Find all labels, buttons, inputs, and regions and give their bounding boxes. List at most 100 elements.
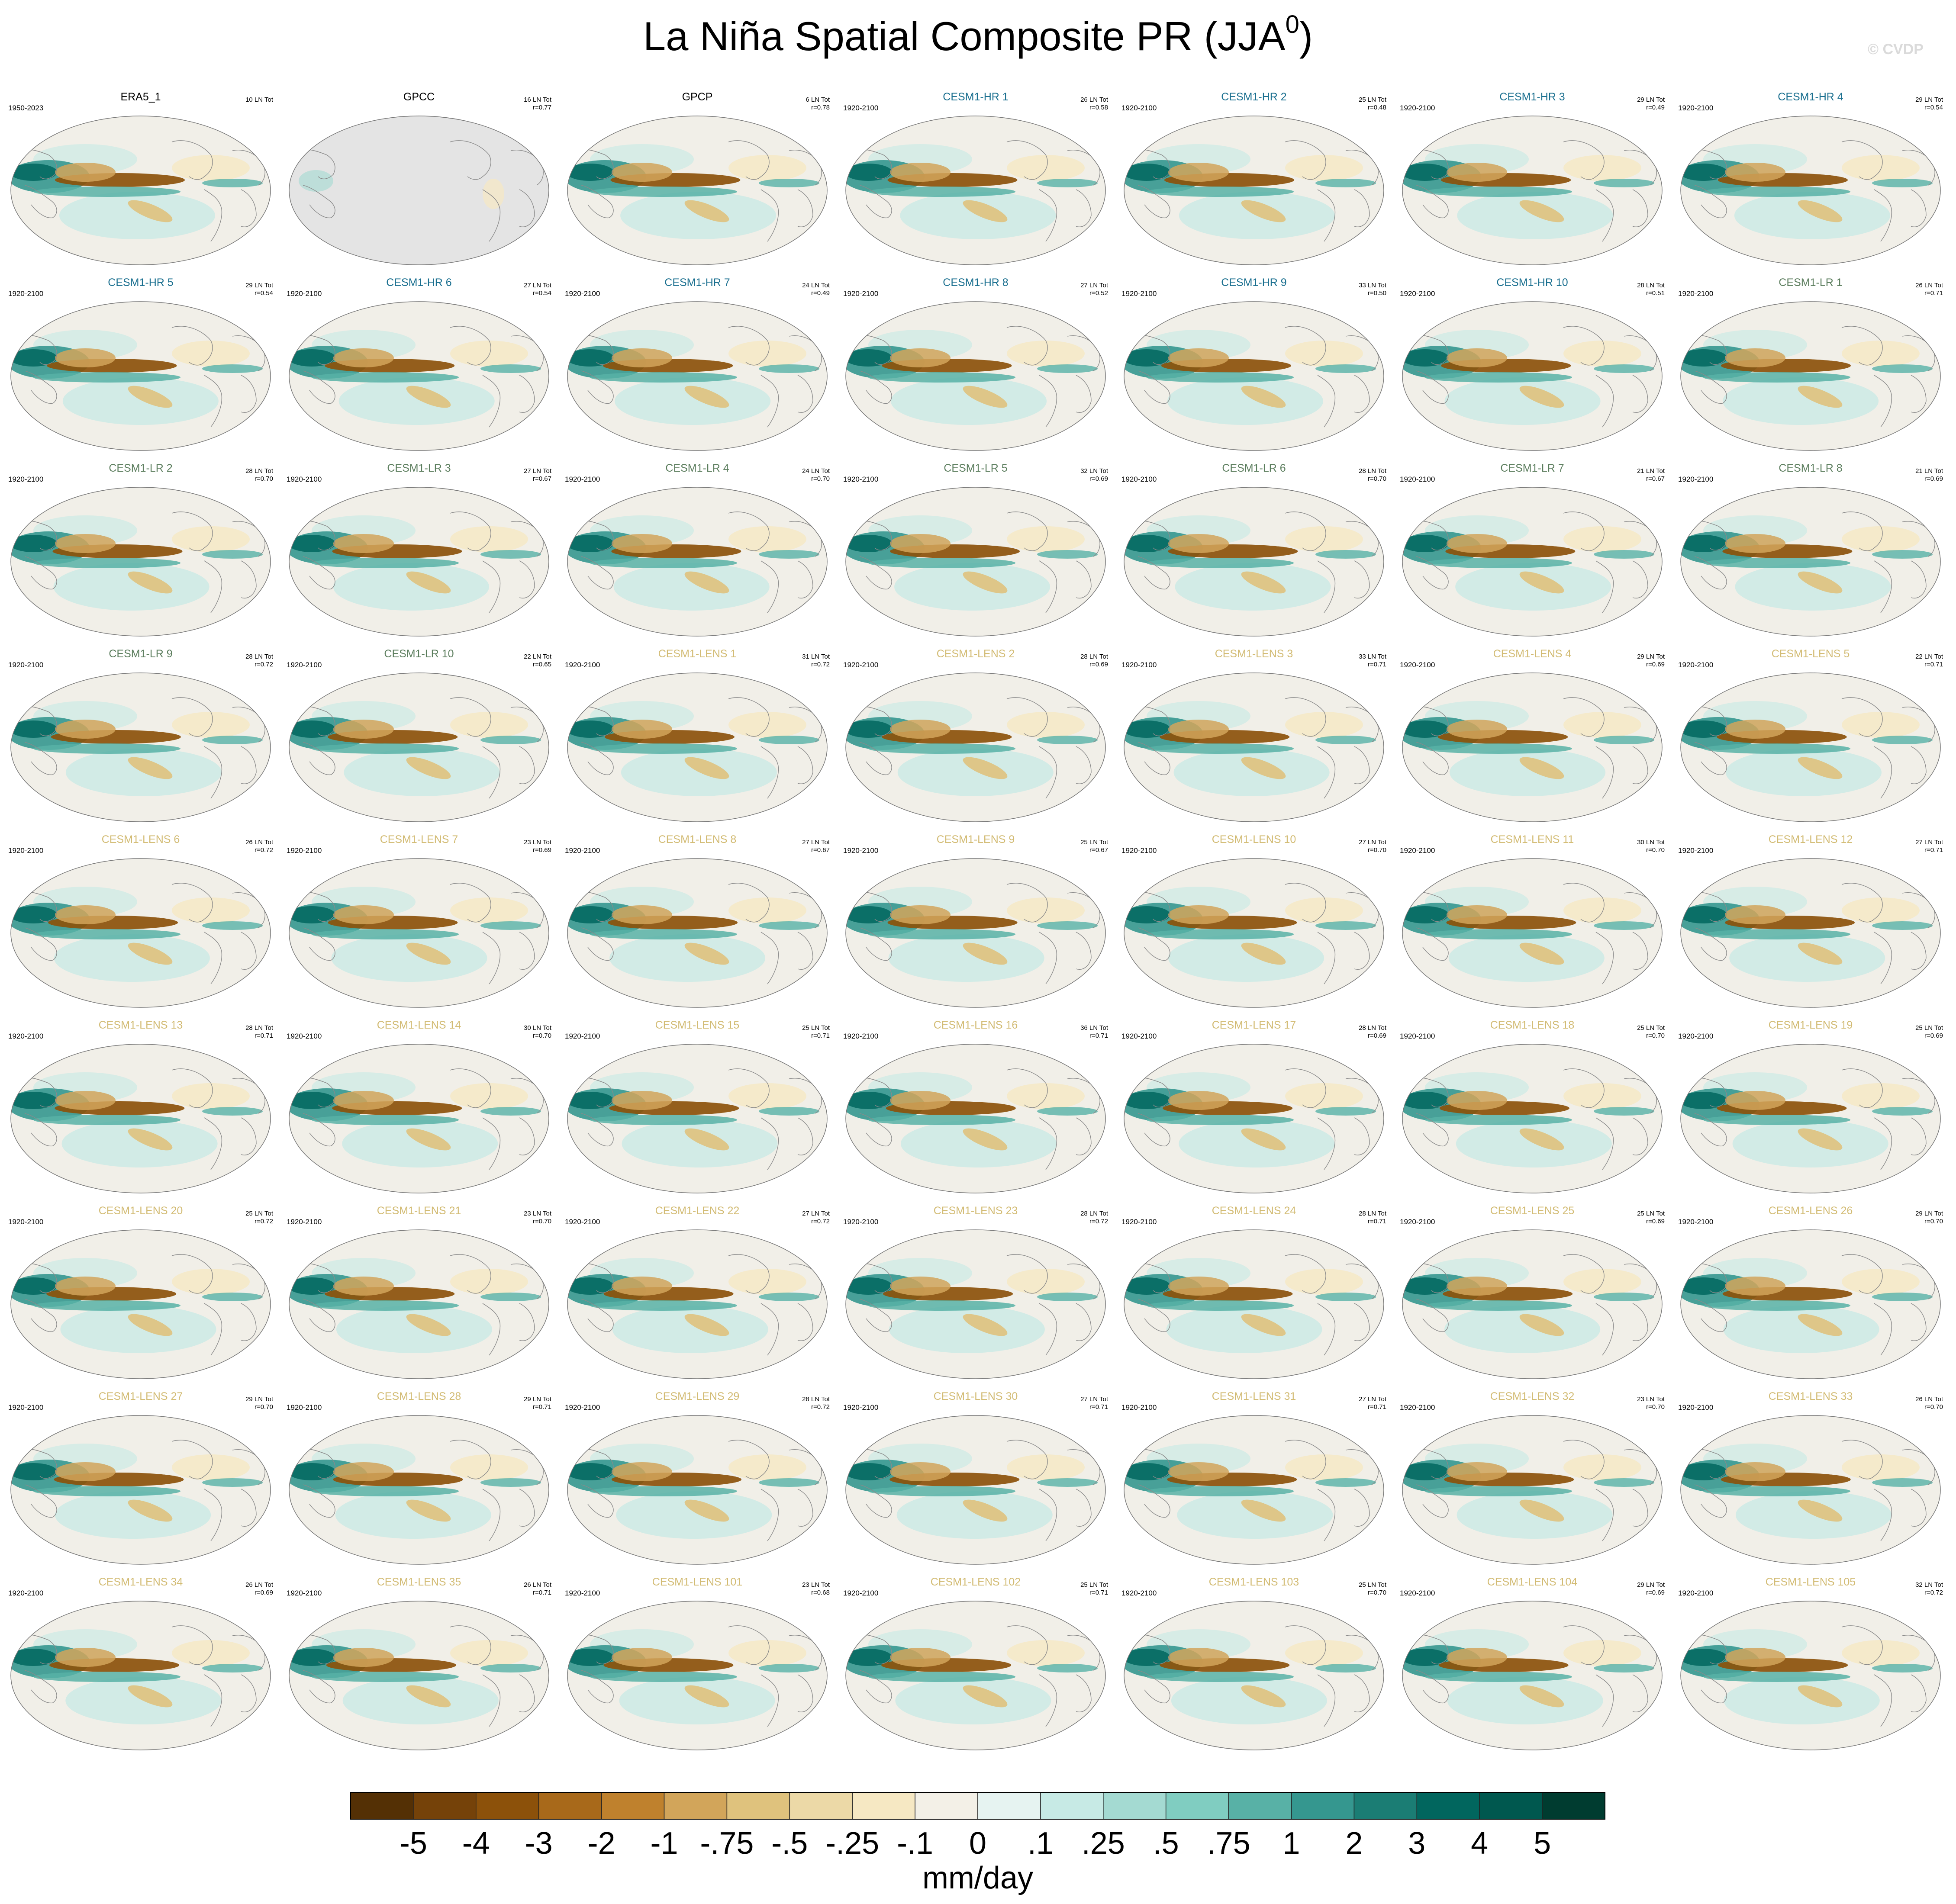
coastline-5 [1354,932,1370,970]
anomaly-atlantic-dry [1842,155,1920,181]
panel-period: 1920-2100 [843,661,879,669]
anomaly-spcz-wet [868,929,1015,939]
coastline-3 [1874,560,1892,613]
panel-pattern-correlation: r=0.70 [255,1403,273,1411]
map-border [10,1044,271,1193]
panel-period: 1920-2100 [8,1589,44,1597]
anomaly-maritime-wet [1681,1092,1727,1109]
coastline-2 [1563,1068,1605,1108]
panel-period: 1920-2100 [843,846,879,855]
anomaly-maritime-wet [1681,1649,1727,1666]
map-border [1124,301,1384,451]
anomaly-south-pacific-wet [342,1677,499,1724]
coastline-2 [1841,1440,1883,1479]
coastline-2 [1563,326,1605,366]
map-field [846,673,1105,822]
panel-period: 1920-2100 [8,846,44,855]
anomaly-spcz-wet [1147,558,1294,568]
map-field [846,116,1105,265]
anomaly-central-pacific-dry [612,1462,672,1481]
anomaly-southeast-dry [1241,200,1286,222]
panel-stats: 22 LN Tot r=0.71 [1878,653,1943,669]
panel-title: CESM1-LENS 33 [1768,1390,1853,1402]
anomaly-spcz-wet [1425,1486,1572,1496]
coastline-2 [450,1625,491,1665]
anomaly-atlantic-itcz-wet [759,550,819,559]
colorbar-tick-label: 0 [969,1826,986,1861]
colorbar-tick-label: -.25 [825,1826,879,1861]
anomaly-maritime-wet [11,906,57,923]
coastline-2 [1841,511,1883,551]
robinson-map [845,1044,1106,1193]
anomaly-spcz-wet [1147,1115,1294,1125]
coastline-2 [728,1440,770,1479]
map-field [567,1230,827,1379]
panel-title: CESM1-LENS 25 [1490,1205,1575,1217]
panel-title: CESM1-LENS 13 [98,1019,183,1031]
anomaly-south-pacific-wet [1444,377,1601,425]
robinson-map [1124,1415,1384,1565]
anomaly-spcz-wet [590,1672,737,1682]
panel-event-count: 28 LN Tot [1637,282,1665,289]
panel-title: CESM1-HR 2 [1221,91,1287,103]
panel-title: CESM1-LENS 11 [1490,833,1574,846]
colorbar-tick-label: -.1 [897,1826,933,1861]
colorbar-swatch [1542,1792,1605,1820]
coastline-1 [581,1299,614,1332]
robinson-map [567,1601,828,1750]
coastline-5 [519,1117,535,1155]
panel-pattern-correlation: r=0.67 [1646,475,1665,482]
panel-event-count: 27 LN Tot [524,282,551,289]
map-field [11,1601,271,1750]
map-border [1680,672,1941,822]
robinson-map [845,301,1106,451]
map-border [567,672,828,822]
anomaly-atlantic-itcz-wet [1594,1478,1654,1487]
coastline-1 [1138,1113,1170,1147]
anomaly-south-pacific-wet [62,377,219,425]
map-field [1124,673,1384,822]
panel-stats: 29 LN Tot r=0.71 [487,1396,551,1411]
coastline-1 [24,1670,57,1704]
panel-stats: 28 LN Tot r=0.71 [208,1024,273,1040]
panel-period: 1920-2100 [1121,1032,1157,1040]
anomaly-atlantic-dry [728,897,806,923]
map-border [845,487,1106,637]
map-border [1680,1229,1941,1379]
coastline-5 [1076,375,1092,413]
anomaly-southeast-dry [963,1499,1008,1522]
map-panel: CESM1-LENS 27 1920-2100 29 LN Tot r=0.70 [2,1390,279,1572]
map-field [289,302,549,450]
map-border [567,301,828,451]
anomaly-central-pacific-dry [55,1277,116,1296]
anomaly-south-pacific-wet [1450,749,1606,796]
map-panel: CESM1-LR 10 1920-2100 22 LN Tot r=0.65 [280,648,557,830]
robinson-map [10,301,271,451]
panel-title: CESM1-LENS 32 [1490,1390,1575,1402]
coastline-2 [728,326,770,366]
anomaly-central-pacific-dry [55,534,116,553]
panel-stats: 28 LN Tot r=0.70 [1321,467,1386,483]
coastline-3 [1317,1303,1336,1356]
coastline-2 [450,1068,491,1108]
anomaly-atlantic-itcz-wet [202,179,263,187]
map-panel: CESM1-LENS 5 1920-2100 22 LN Tot r=0.71 [1672,648,1949,830]
coastline-5 [1632,1117,1648,1155]
map-panel: CESM1-LENS 26 1920-2100 29 LN Tot r=0.70 [1672,1205,1949,1386]
panel-pattern-correlation: r=0.71 [1368,1403,1386,1411]
robinson-map [10,672,271,822]
panel-stats: 33 LN Tot r=0.50 [1321,282,1386,297]
panel-period: 1920-2100 [287,289,322,298]
panel-event-count: 26 LN Tot [1915,1396,1943,1403]
panel-pattern-correlation: r=0.70 [1368,846,1386,854]
map-border [1402,116,1663,265]
robinson-map [1680,116,1941,265]
panel-pattern-correlation: r=0.78 [811,104,830,111]
coastline-3 [204,560,222,613]
panel-event-count: 28 LN Tot [245,1024,273,1032]
anomaly-central-pacific-dry [1168,1277,1229,1296]
anomaly-atlantic-dry [1285,526,1363,552]
panel-title: CESM1-LENS 30 [933,1390,1018,1402]
coastline-3 [1039,189,1057,242]
panel-pattern-correlation: r=0.67 [1089,846,1108,854]
